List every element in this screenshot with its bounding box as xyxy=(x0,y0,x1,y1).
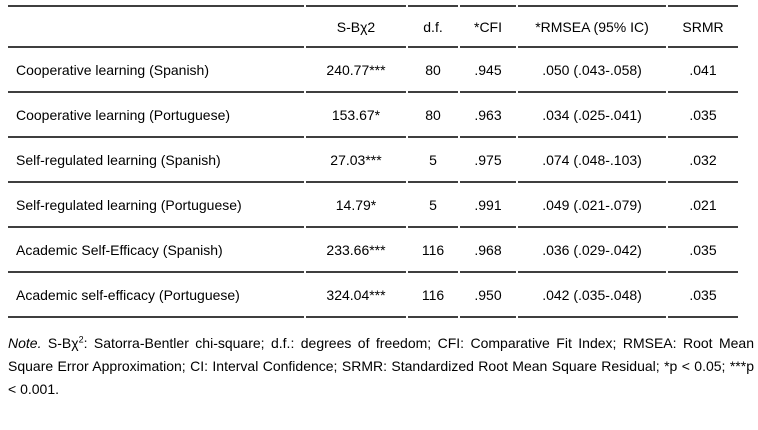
srmr-value: .032 xyxy=(668,138,738,183)
table-row: Academic self-efficacy (Portuguese) 324.… xyxy=(8,273,738,318)
rmsea-value: .049 (.021-.079) xyxy=(518,183,666,228)
table-row: Academic Self-Efficacy (Spanish) 233.66*… xyxy=(8,228,738,273)
rmsea-value: .074 (.048-.103) xyxy=(518,138,666,183)
cfi-value: .945 xyxy=(460,48,516,93)
cfi-value: .968 xyxy=(460,228,516,273)
col-header-sb-chi2: S-Bχ2 xyxy=(306,5,406,48)
df-value: 5 xyxy=(408,138,458,183)
srmr-value: .035 xyxy=(668,228,738,273)
df-value: 80 xyxy=(408,48,458,93)
df-value: 116 xyxy=(408,273,458,318)
sb-chi2-value: 14.79* xyxy=(306,183,406,228)
row-label: Cooperative learning (Spanish) xyxy=(8,48,304,93)
cfi-value: .963 xyxy=(460,93,516,138)
df-value: 80 xyxy=(408,93,458,138)
row-label: Academic self-efficacy (Portuguese) xyxy=(8,273,304,318)
row-label: Self-regulated learning (Portuguese) xyxy=(8,183,304,228)
rmsea-value: .034 (.025-.041) xyxy=(518,93,666,138)
table-row: Self-regulated learning (Portuguese) 14.… xyxy=(8,183,738,228)
df-value: 5 xyxy=(408,183,458,228)
model-fit-table: S-Bχ2 d.f. *CFI *RMSEA (95% IC) SRMR Coo… xyxy=(6,5,740,318)
srmr-value: .041 xyxy=(668,48,738,93)
note-chi-term: S-Bχ xyxy=(41,335,79,351)
sb-chi2-value: 27.03*** xyxy=(306,138,406,183)
sb-chi2-value: 153.67* xyxy=(306,93,406,138)
sb-chi2-value: 240.77*** xyxy=(306,48,406,93)
note-body-text: : Satorra-Bentler chi-square; d.f.: degr… xyxy=(8,335,754,397)
df-value: 116 xyxy=(408,228,458,273)
cfi-value: .975 xyxy=(460,138,516,183)
table-note: Note. S-Bχ2: Satorra-Bentler chi-square;… xyxy=(8,332,754,401)
note-label: Note. xyxy=(8,335,42,351)
cfi-value: .991 xyxy=(460,183,516,228)
col-header-df: d.f. xyxy=(408,5,458,48)
srmr-value: .035 xyxy=(668,93,738,138)
table-row: Cooperative learning (Spanish) 240.77***… xyxy=(8,48,738,93)
row-label: Cooperative learning (Portuguese) xyxy=(8,93,304,138)
table-row: Cooperative learning (Portuguese) 153.67… xyxy=(8,93,738,138)
col-header-cfi: *CFI xyxy=(460,5,516,48)
sb-chi2-value: 324.04*** xyxy=(306,273,406,318)
paper-page: S-Bχ2 d.f. *CFI *RMSEA (95% IC) SRMR Coo… xyxy=(0,5,758,430)
srmr-value: .035 xyxy=(668,273,738,318)
sb-chi2-value: 233.66*** xyxy=(306,228,406,273)
header-row: S-Bχ2 d.f. *CFI *RMSEA (95% IC) SRMR xyxy=(8,5,738,48)
col-header-empty xyxy=(8,5,304,48)
rmsea-value: .036 (.029-.042) xyxy=(518,228,666,273)
rmsea-value: .050 (.043-.058) xyxy=(518,48,666,93)
row-label: Academic Self-Efficacy (Spanish) xyxy=(8,228,304,273)
cfi-value: .950 xyxy=(460,273,516,318)
srmr-value: .021 xyxy=(668,183,738,228)
rmsea-value: .042 (.035-.048) xyxy=(518,273,666,318)
row-label: Self-regulated learning (Spanish) xyxy=(8,138,304,183)
note-chi-superscript: 2 xyxy=(78,334,84,345)
col-header-rmsea: *RMSEA (95% IC) xyxy=(518,5,666,48)
table-row: Self-regulated learning (Spanish) 27.03*… xyxy=(8,138,738,183)
col-header-srmr: SRMR xyxy=(668,5,738,48)
